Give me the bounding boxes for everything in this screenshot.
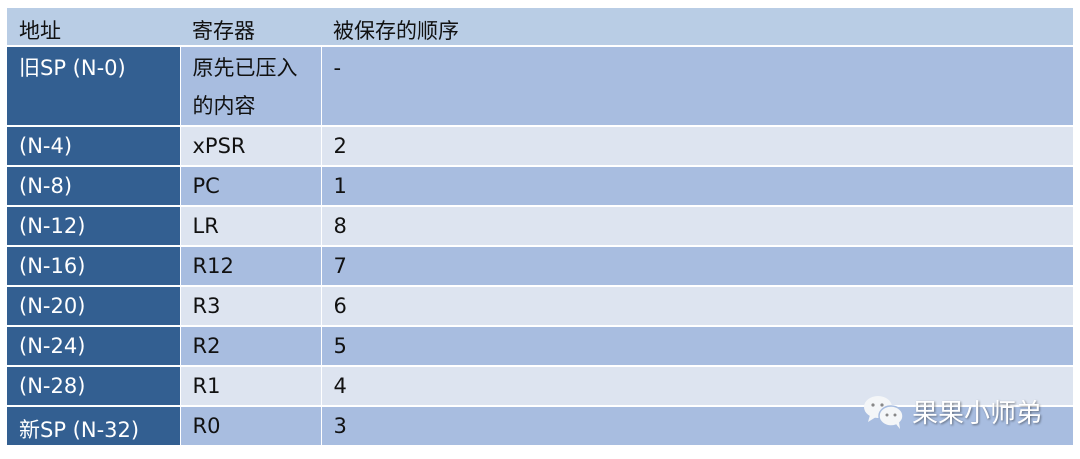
- order-cell: 2: [321, 126, 1073, 167]
- register-cell: LR: [180, 206, 322, 247]
- address-cell: (N-8): [7, 166, 181, 207]
- register-cell: 原先已压入的内容: [180, 46, 322, 127]
- watermark-text: 果果小师弟: [912, 399, 1043, 429]
- address-cell: (N-12): [7, 206, 181, 247]
- wechat-icon: [864, 395, 904, 429]
- watermark: 果果小师弟: [862, 393, 1042, 430]
- register-stack-table: 地址 寄存器 被保存的顺序 旧SP (N-0) 原先已压入的内容 - (N-4) xPS…: [7, 8, 1073, 447]
- header-order: 被保存的顺序: [321, 8, 1073, 47]
- order-cell: 5: [321, 326, 1073, 367]
- order-cell: 8: [321, 206, 1073, 247]
- register-cell: R0: [180, 406, 322, 447]
- address-cell: 旧SP (N-0): [7, 46, 181, 127]
- table-row: (N-12) LR 8: [7, 206, 1073, 247]
- table-row: 新SP (N-32) R0 3: [7, 406, 1073, 447]
- table-header-row: 地址 寄存器 被保存的顺序: [7, 8, 1073, 47]
- order-cell: 4: [321, 366, 1073, 407]
- table-row: (N-24) R2 5: [7, 326, 1073, 367]
- address-cell: (N-28): [7, 366, 181, 407]
- address-cell: (N-24): [7, 326, 181, 367]
- register-cell: R3: [180, 286, 322, 327]
- table-row: 旧SP (N-0) 原先已压入的内容 -: [7, 46, 1073, 127]
- register-cell: PC: [180, 166, 322, 207]
- address-cell: (N-20): [7, 286, 181, 327]
- register-cell: R2: [180, 326, 322, 367]
- table-row: (N-4) xPSR 2: [7, 126, 1073, 167]
- register-cell: R12: [180, 246, 322, 287]
- order-cell: 6: [321, 286, 1073, 327]
- table-row: (N-28) R1 4: [7, 366, 1073, 407]
- table-row: (N-16) R12 7: [7, 246, 1073, 287]
- order-cell: -: [321, 46, 1073, 127]
- address-cell: 新SP (N-32): [7, 406, 181, 447]
- address-cell: (N-4): [7, 126, 181, 167]
- table-row: (N-20) R3 6: [7, 286, 1073, 327]
- order-cell: 7: [321, 246, 1073, 287]
- address-cell: (N-16): [7, 246, 181, 287]
- header-address: 地址: [7, 8, 180, 47]
- register-cell: R1: [180, 366, 322, 407]
- table-row: (N-8) PC 1: [7, 166, 1073, 207]
- order-cell: 1: [321, 166, 1073, 207]
- order-cell: 3: [321, 406, 1073, 447]
- header-register: 寄存器: [180, 8, 321, 47]
- register-cell: xPSR: [180, 126, 322, 167]
